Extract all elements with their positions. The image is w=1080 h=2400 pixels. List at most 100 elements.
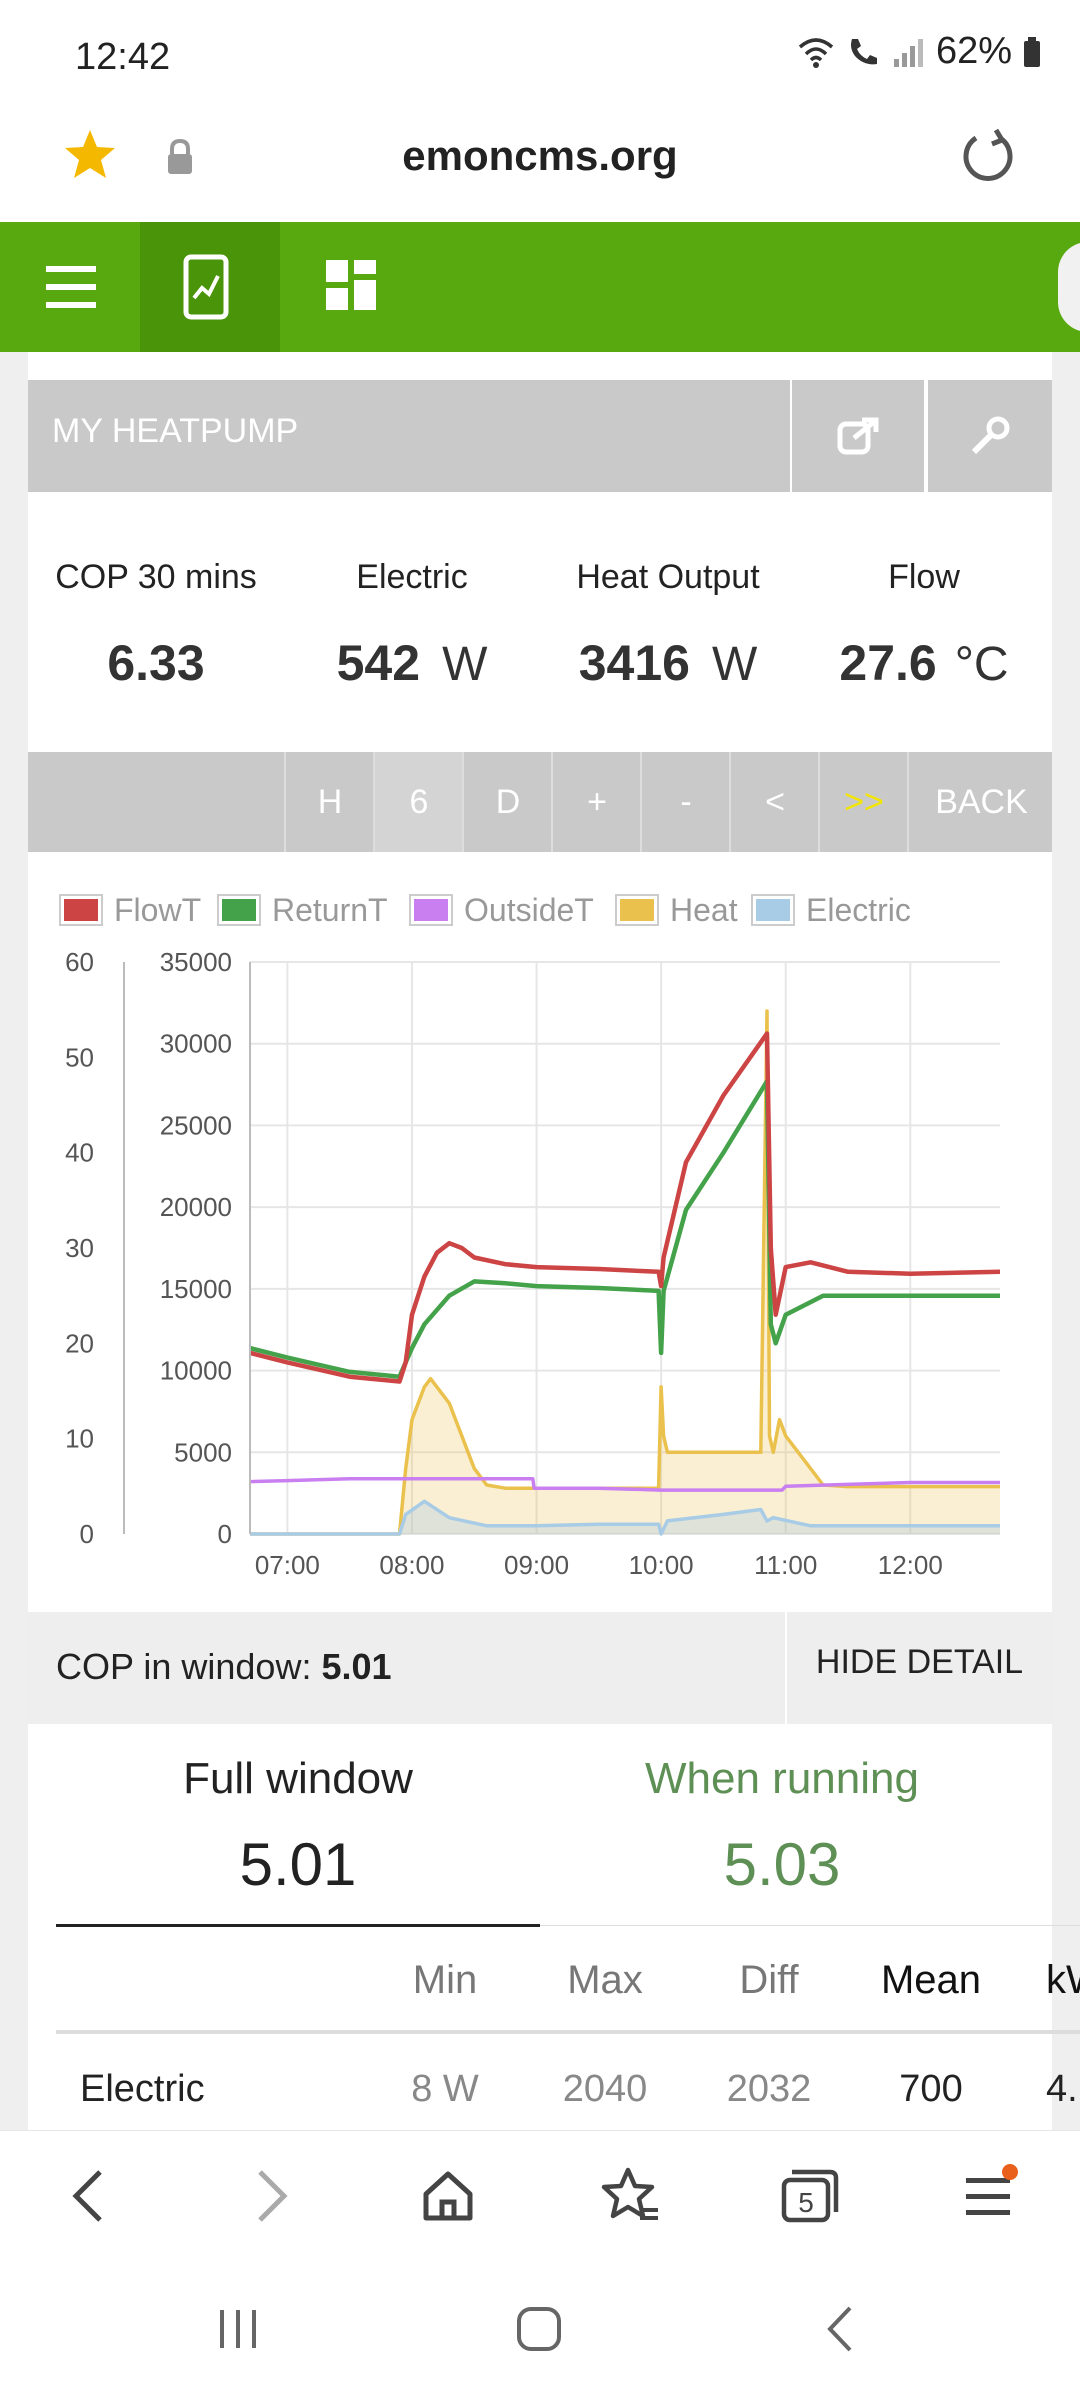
y-left-tick-label: 20	[65, 1328, 94, 1358]
hamburger-menu-icon[interactable]	[44, 262, 100, 312]
stat-label-flow: Flow	[888, 558, 960, 596]
stat-label-electric: Electric	[356, 558, 468, 596]
panel-header	[28, 380, 790, 492]
stat-label-cop: COP 30 mins	[55, 558, 257, 596]
x-tick-label: 07:00	[255, 1550, 320, 1580]
legend-item-heat: Heat	[615, 892, 738, 928]
series-line-flowt	[249, 1031, 1001, 1384]
table-cell-max: 2040	[562, 2068, 648, 2110]
table-header-divider	[56, 2030, 1080, 2034]
y-right-tick-label: 10000	[160, 1356, 232, 1386]
series-line-heat	[250, 1009, 1000, 1536]
series-line-outsidet	[249, 1476, 1000, 1492]
table-cell-min: 8 W	[411, 2068, 479, 2110]
legend-item-outsidet: OutsideT	[409, 892, 594, 928]
system-nav-bar	[0, 2270, 1080, 2400]
table-cell-kw: 4.	[1046, 2068, 1078, 2110]
legend-item-flowt: FlowT	[59, 892, 201, 928]
stat-heat-unit: W	[711, 638, 758, 691]
legend-swatch	[414, 899, 448, 921]
series-area-heat	[250, 1011, 1000, 1534]
dashboard-icon[interactable]	[324, 258, 380, 314]
back-icon[interactable]	[66, 2166, 110, 2226]
legend-item-returnt: ReturnT	[217, 892, 388, 928]
stat-electric: 542 W	[284, 634, 540, 692]
toolbar-hour-button[interactable]: H	[284, 752, 374, 852]
table-header-max: Max	[567, 1958, 643, 2002]
url-text[interactable]: emoncms.org	[402, 132, 678, 179]
toolbar-6h-button[interactable]: 6	[373, 752, 463, 852]
full-window-tab-label[interactable]: Full window	[183, 1754, 413, 1803]
toolbar-zoom-in-button[interactable]: +	[551, 752, 641, 852]
svg-text:5: 5	[798, 2187, 814, 2218]
stat-cop: 6.33	[28, 634, 284, 692]
system-back-icon[interactable]	[820, 2302, 860, 2356]
toolbar-pan-left-button[interactable]: <	[729, 752, 819, 852]
cop-window-bar	[28, 1612, 1052, 1724]
y-right-tick-label: 30000	[160, 1029, 232, 1059]
table-header-kw: kW	[1046, 1958, 1080, 2002]
toolbar-pan-right-button[interactable]: >>	[818, 752, 908, 852]
table-cell-mean: 700	[899, 2068, 963, 2110]
recent-apps-icon[interactable]	[214, 2304, 264, 2354]
legend-swatch	[756, 899, 790, 921]
legend-item-electric: Electric	[751, 892, 911, 928]
chart-grid	[250, 961, 1000, 1535]
battery-icon	[1024, 36, 1040, 67]
appbar-graph-tab[interactable]	[140, 222, 280, 352]
y-right-tick-label: 35000	[160, 947, 232, 977]
toolbar-back-button[interactable]: BACK	[907, 752, 1054, 852]
cop-window-value: 5.01	[321, 1646, 392, 1687]
legend-label: Electric	[806, 892, 911, 928]
series-line-electric	[250, 1499, 1000, 1536]
when-running-tab-label[interactable]: When running	[645, 1754, 919, 1803]
x-tick-label: 12:00	[878, 1550, 943, 1580]
heatpump-chart[interactable]: FlowT ReturnT OutsideT Heat Electric 0 5000 10…	[0, 870, 1080, 1610]
y-left-tick-label: 40	[65, 1138, 94, 1168]
user-avatar-button[interactable]	[1058, 242, 1080, 332]
share-button[interactable]	[792, 380, 924, 492]
mobile-graph-icon[interactable]	[182, 254, 232, 320]
table-row-label: Electric	[80, 2068, 205, 2110]
home-icon[interactable]	[420, 2168, 476, 2224]
stat-heat: 3416 W	[540, 634, 796, 692]
x-tick-label: 08:00	[379, 1550, 444, 1580]
home-button-icon[interactable]	[514, 2304, 564, 2354]
wifi-icon	[798, 37, 834, 68]
y-right-tick-label: 25000	[160, 1110, 232, 1140]
x-tick-label: 11:00	[754, 1550, 817, 1580]
forward-icon[interactable]	[250, 2166, 294, 2226]
signal-icon	[893, 38, 923, 67]
chart-axes: 0 5000 10000 15000 20000 25000 30000 35000 0 10 20…	[65, 947, 943, 1580]
stat-flow-unit: °C	[954, 638, 1009, 691]
status-time: 12:42	[75, 36, 171, 78]
y-left-tick-label: 30	[65, 1233, 94, 1263]
y-right-tick-label: 5000	[174, 1437, 232, 1467]
browser-bottom-nav	[0, 2130, 1080, 2271]
y-left-tick-label: 0	[80, 1519, 94, 1549]
browser-menu-icon[interactable]	[962, 2160, 1022, 2226]
table-cell-diff: 2032	[726, 2068, 812, 2110]
wrench-icon	[971, 416, 1010, 455]
y-right-tick-label: 20000	[160, 1192, 232, 1222]
stat-label-heat: Heat Output	[576, 558, 760, 596]
bookmark-star-icon[interactable]	[62, 128, 118, 182]
cop-window-label: COP in window:	[56, 1646, 312, 1687]
toolbar-day-button[interactable]: D	[462, 752, 552, 852]
call-icon	[850, 38, 877, 64]
legend-label: Heat	[670, 892, 738, 928]
legend-label: OutsideT	[464, 892, 594, 928]
toolbar-zoom-out-button[interactable]: -	[640, 752, 730, 852]
stat-cop-value: 6.33	[107, 635, 205, 691]
reload-icon[interactable]	[958, 128, 1018, 188]
tabs-count-icon[interactable]: 5	[778, 2166, 842, 2226]
hide-detail-button[interactable]: HIDE DETAIL	[815, 1642, 1024, 1681]
stat-electric-unit: W	[442, 638, 488, 691]
bookmarks-icon[interactable]	[600, 2166, 660, 2226]
table-header-diff: Diff	[739, 1958, 799, 2002]
lock-icon	[168, 138, 192, 174]
legend-label: FlowT	[114, 892, 201, 928]
table-header-mean: Mean	[880, 1958, 982, 2002]
settings-button[interactable]	[928, 380, 1052, 492]
stat-flow-value: 27.6	[839, 635, 937, 691]
